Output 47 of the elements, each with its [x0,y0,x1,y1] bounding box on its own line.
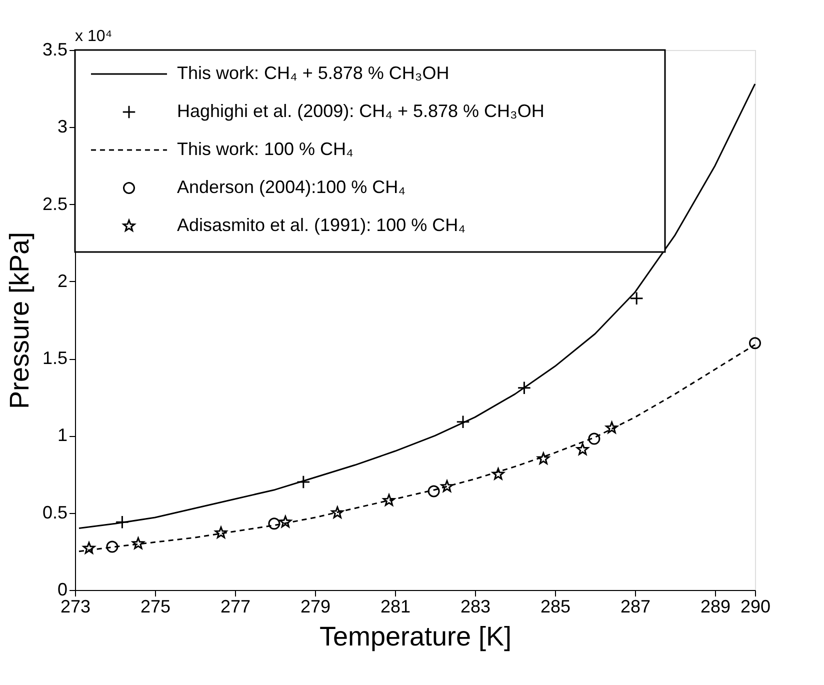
y-tick-label: 2 [57,270,68,291]
x-tick-label: 287 [620,596,651,616]
point [115,515,130,529]
x-axis-title: Temperature [K] [319,622,512,652]
y-tick-label: 1 [57,425,68,446]
x-tick-label: 275 [140,596,171,616]
x-tick-label: 289 [700,596,731,616]
point [214,526,228,538]
point [132,537,144,550]
point [279,516,292,528]
point [456,414,470,429]
legend-label: Adisasmito et al. (1991): 100 % CH₄ [177,215,466,235]
y-axis-title: Pressure [kPa] [4,232,34,410]
legend-label: Anderson (2004):100 % CH₄ [177,177,406,197]
point [106,540,118,553]
legend-label: Haghighi et al. (2009): CH₄ + 5.878 % CH₃OH [177,101,544,121]
y-tick-label: 3.5 [42,40,68,60]
point [606,422,618,434]
x-tick-label: 285 [540,596,571,616]
point [588,432,600,445]
point [576,443,589,455]
y-tick-label: 1.5 [42,348,68,368]
y-tick-label: 2.5 [42,194,68,214]
point [517,381,532,395]
y-tick-label: 0 [57,580,68,600]
legend-label: This work: 100 % CH₄ [177,139,354,159]
point [492,468,504,480]
y-tick-label: 3 [57,116,68,137]
x-tick-label: 283 [460,596,491,616]
legend-label: This work: CH₄ + 5.878 % CH₃OH [177,63,450,83]
y-tick-label: 0.5 [42,502,68,522]
x-tick-label: 273 [60,596,91,616]
point [428,485,440,498]
x-tick-label: 277 [220,596,251,616]
point [82,542,96,554]
point [331,506,344,518]
point [268,518,280,530]
point [382,494,396,506]
x-tick-label: 290 [740,596,771,616]
x-tick-label: 279 [300,596,331,616]
point [749,337,761,350]
text: x 10⁴ [75,28,112,45]
point [630,292,644,306]
x-tick-label: 281 [380,596,411,616]
point [537,452,550,464]
point [296,475,310,489]
point [440,480,454,492]
